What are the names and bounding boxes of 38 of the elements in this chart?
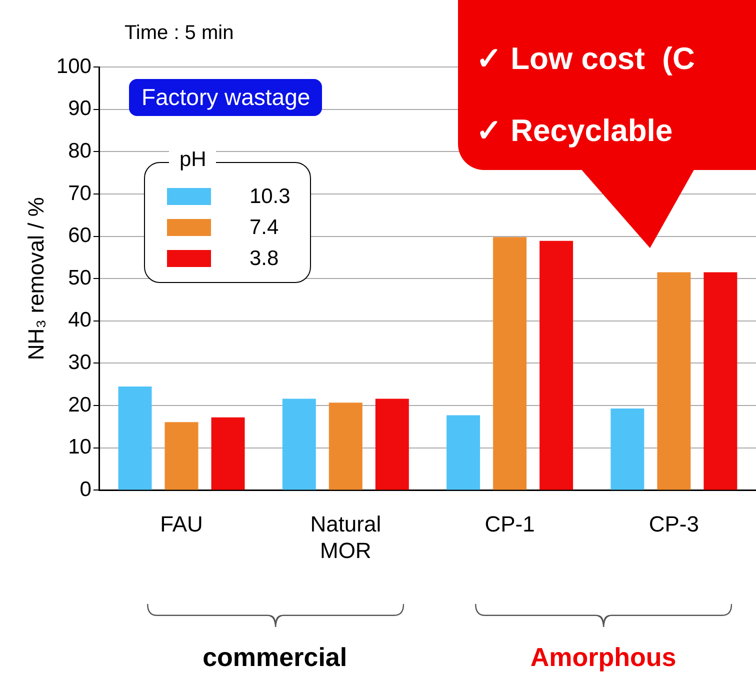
x-tick-label: CP-3 (648, 511, 699, 536)
bar (282, 398, 316, 490)
text: Amorphous (530, 642, 676, 673)
bar (657, 272, 691, 490)
y-tick-label: 20 (68, 393, 92, 416)
x-tick-label: CP-1 (484, 511, 535, 536)
legend-label: 10.3 (249, 184, 290, 208)
legend-label: 3.8 (249, 246, 279, 270)
y-tick-label: 80 (68, 139, 92, 162)
text: commercial (202, 642, 348, 673)
bar (164, 422, 198, 490)
annotation: ✓ Low cost (C (476, 40, 695, 77)
bar (211, 417, 245, 490)
annotation: Factory wastage (129, 79, 322, 116)
annotation: ✓ Recyclable (476, 112, 673, 149)
legend-label: 7.4 (249, 216, 279, 240)
bar (610, 408, 644, 490)
y-tick-label: 90 (68, 97, 92, 120)
y-tick-label: 40 (68, 308, 92, 332)
bar (375, 398, 409, 490)
y-tick-label: 70 (68, 182, 92, 205)
bar (118, 386, 152, 490)
y-tick-label: 100 (56, 54, 92, 78)
legend-title: pH (169, 148, 216, 172)
bar (493, 237, 527, 490)
bar (328, 402, 362, 490)
bar (540, 240, 574, 490)
y-tick-label: 0 (80, 478, 92, 501)
y-tick-label: 30 (68, 351, 92, 374)
chart-title: Time : 5 min (124, 22, 234, 45)
y-tick-label: 50 (68, 266, 92, 290)
y-tick-label: 10 (68, 436, 92, 459)
bar (704, 272, 738, 490)
x-tick-label: FAU (160, 511, 203, 536)
y-axis-title: NH₃ removal / % (23, 197, 48, 360)
y-tick-label: 60 (68, 224, 92, 248)
bar (446, 415, 480, 490)
x-tick-label: Natural MOR (310, 511, 382, 563)
